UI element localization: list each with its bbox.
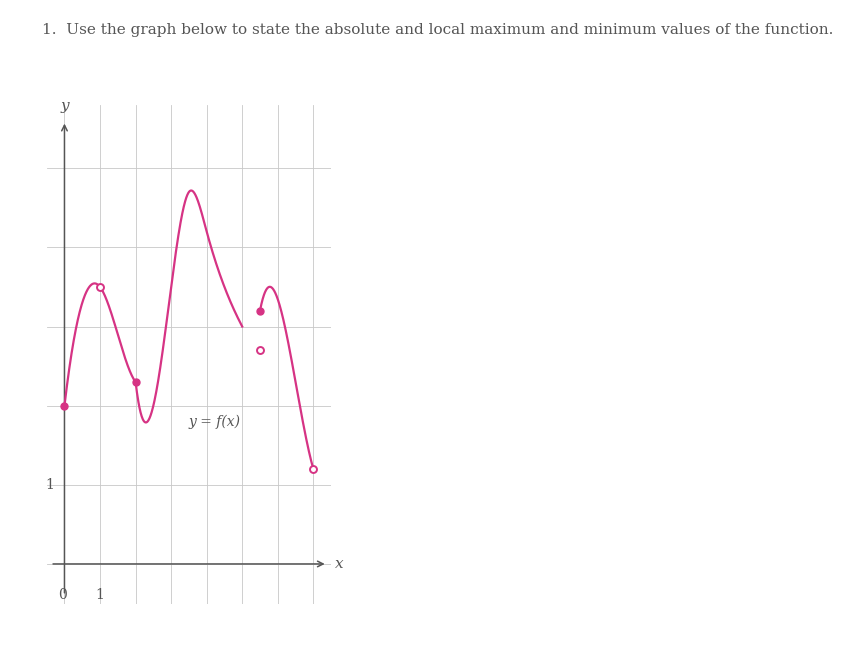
Text: 0: 0 — [59, 588, 67, 602]
Text: 1: 1 — [45, 478, 53, 492]
Text: y = f(x): y = f(x) — [189, 415, 241, 429]
Text: 1.  Use the graph below to state the absolute and local maximum and minimum valu: 1. Use the graph below to state the abso… — [42, 23, 834, 37]
Text: x: x — [335, 557, 343, 571]
Text: 1: 1 — [96, 588, 104, 602]
Text: y: y — [60, 99, 69, 113]
